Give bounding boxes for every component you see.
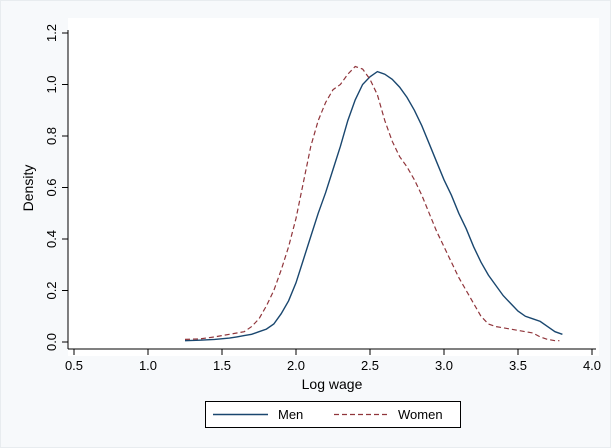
y-tick-label: 0.8: [44, 127, 59, 145]
y-tick-label: 0.2: [44, 281, 59, 299]
x-tick-label: 2.0: [287, 358, 305, 373]
legend-label-men: Men: [278, 407, 303, 422]
y-axis-ticks: 0.0 0.2 0.4 0.6 0.8 1.0 1.2: [44, 24, 68, 351]
x-axis-title: Log wage: [302, 376, 363, 392]
series-line-men: [184, 70, 563, 342]
x-tick-label: 3.5: [509, 358, 527, 373]
y-tick-label: 0.0: [44, 333, 59, 351]
legend: Men Women: [205, 401, 461, 428]
y-tick-label: 0.4: [44, 230, 59, 248]
x-axis-ticks: 0.5 1.0 1.5 2.0 2.5 3.0 3.5 4.0: [65, 349, 601, 373]
series-layer: [184, 65, 563, 342]
legend-label-women: Women: [398, 407, 443, 422]
y-tick-label: 1.2: [44, 24, 59, 42]
x-tick-label: 4.0: [583, 358, 601, 373]
x-tick-label: 3.0: [435, 358, 453, 373]
series-line-women: [184, 65, 560, 342]
x-tick-label: 0.5: [65, 358, 83, 373]
y-tick-label: 1.0: [44, 75, 59, 93]
plot-area: [68, 18, 599, 356]
x-tick-label: 1.0: [139, 358, 157, 373]
y-axis-title: Density: [20, 165, 36, 212]
y-tick-label: 0.6: [44, 178, 59, 196]
x-tick-label: 1.5: [213, 358, 231, 373]
x-tick-label: 2.5: [361, 358, 379, 373]
